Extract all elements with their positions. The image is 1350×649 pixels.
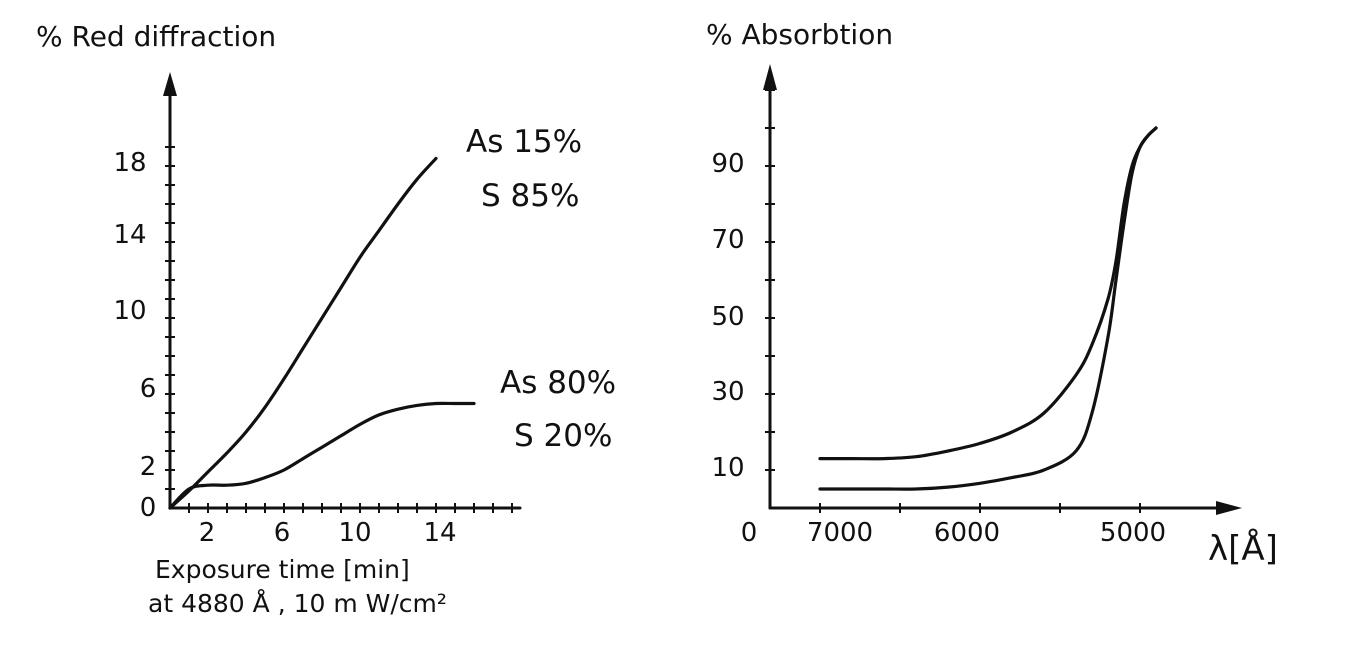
left-ylabel: % Red diffraction	[36, 20, 276, 53]
right-y-tick-label-10: 10	[711, 453, 744, 483]
right-x-tick-label-6000: 6000	[934, 518, 1000, 548]
right-x-tick-label-5000: 5000	[1100, 518, 1166, 548]
left-y-tick-label-0: 0	[140, 493, 157, 523]
right-ylabel: % Absorbtion	[706, 18, 893, 51]
right-series-1-line	[818, 126, 1158, 491]
left-x-tick-label-2: 2	[199, 518, 216, 548]
right-x-arrow	[1216, 501, 1242, 515]
left-x-tick-label-14: 14	[423, 518, 456, 548]
right-y-tick-label-30: 30	[711, 377, 744, 407]
left-series-1-line	[168, 401, 476, 510]
right-xlabel: λ[Å]	[1208, 528, 1278, 569]
right-y-tick-label-90: 90	[711, 149, 744, 179]
right-y-arrow	[763, 64, 777, 90]
right-y-tick-label-50: 50	[711, 302, 744, 332]
right-curves	[818, 126, 1158, 491]
left-y-tick-label-10: 10	[113, 296, 146, 326]
series-b-annotation-line2: S 20%	[514, 418, 612, 454]
left-y-tick-label-18: 18	[113, 148, 146, 178]
right-chart: % Absorbtion 10 30 50 70 90 0 7000 6000 …	[706, 18, 1278, 569]
left-x-tick-label-6: 6	[274, 518, 291, 548]
left-y-tick-label-6: 6	[140, 374, 157, 404]
left-chart: % Red diffraction 0 2 6 10 14 18 2 6 10 …	[36, 20, 616, 618]
left-series-0-line	[168, 156, 438, 510]
right-y-tick-label-70: 70	[711, 225, 744, 255]
left-curves	[168, 156, 476, 510]
right-origin-label: 0	[741, 518, 758, 548]
left-x-tick-label-10: 10	[338, 518, 371, 548]
left-xlabel-line1: Exposure time [min]	[155, 555, 410, 584]
right-series-0-line	[818, 126, 1158, 461]
left-y-tick-label-2: 2	[140, 452, 157, 482]
left-y-tick-label-14: 14	[113, 220, 146, 250]
right-y-ticks	[765, 89, 775, 471]
right-x-tick-label-7000: 7000	[807, 518, 873, 548]
right-x-ticks	[819, 503, 1141, 513]
left-y-arrow	[163, 72, 177, 96]
series-b-annotation-line1: As 80%	[500, 365, 616, 401]
left-y-ticks	[165, 146, 175, 490]
left-xlabel-line2: at 4880 Å , 10 m W/cm²	[148, 589, 447, 618]
series-a-annotation-line1: As 15%	[466, 124, 582, 160]
series-a-annotation-line2: S 85%	[481, 178, 579, 214]
left-x-ticks	[188, 503, 513, 513]
